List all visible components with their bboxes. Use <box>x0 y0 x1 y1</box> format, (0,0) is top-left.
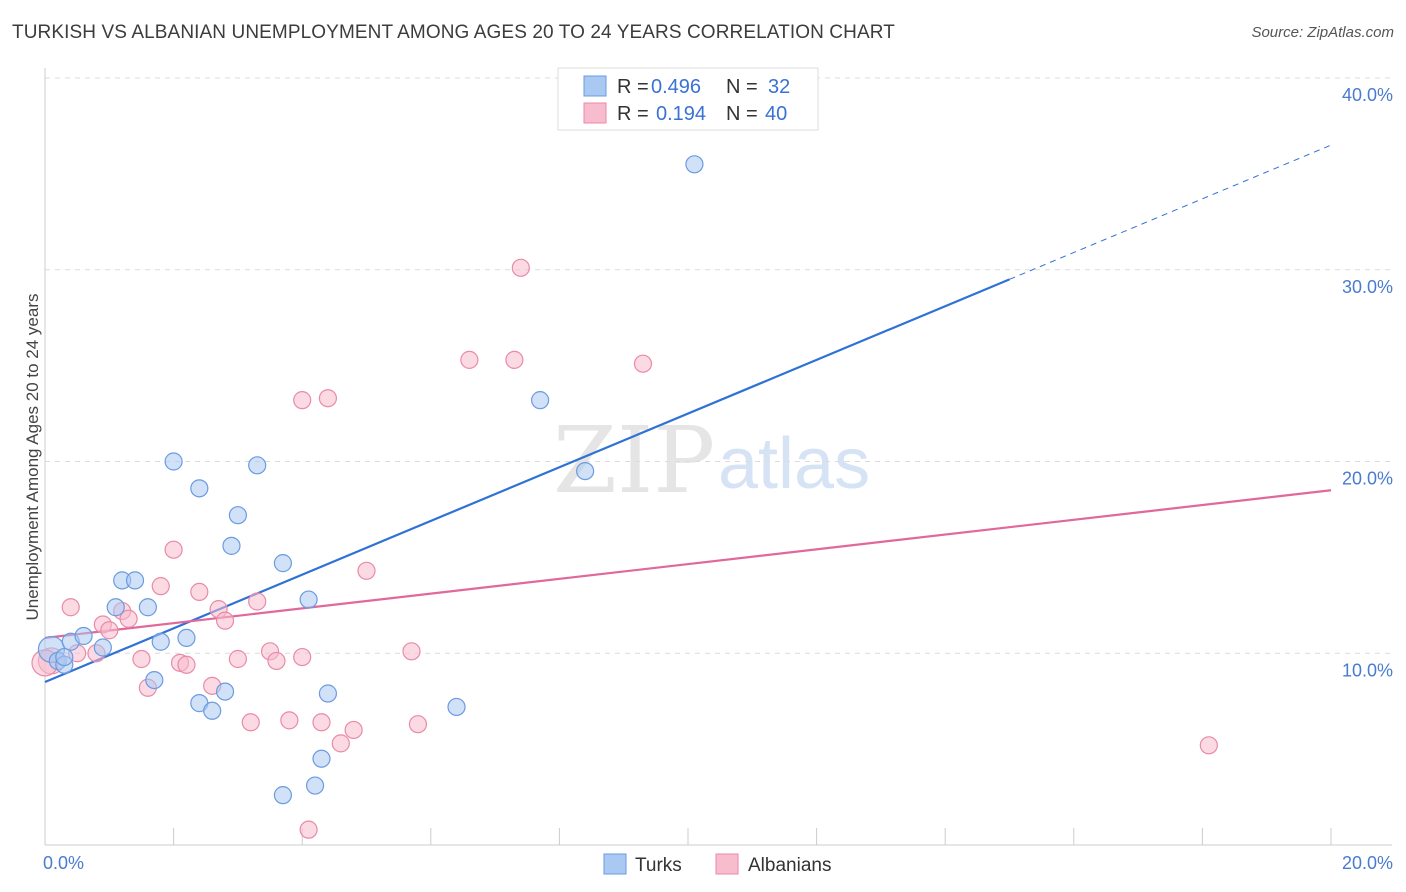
point-albanians-20 <box>248 592 267 611</box>
watermark-zip: ZIP <box>553 407 715 514</box>
legend-r-turks: 0.496 <box>651 76 701 98</box>
data-points <box>31 155 1218 839</box>
point-turks-30 <box>685 155 704 174</box>
point-albanians-17 <box>215 611 235 630</box>
point-turks-21 <box>273 786 293 805</box>
point-turks-31 <box>55 647 74 667</box>
point-albanians-5 <box>100 621 119 640</box>
point-albanians-29 <box>331 734 350 753</box>
point-turks-10 <box>145 670 164 690</box>
point-albanians-36 <box>511 258 530 277</box>
point-turks-14 <box>190 479 209 498</box>
point-albanians-22 <box>267 651 286 671</box>
bottom-legend-turks: Turks <box>635 855 682 876</box>
point-albanians-24 <box>293 391 312 410</box>
point-turks-4 <box>74 626 93 646</box>
bottom-legend-swatch-albanians <box>715 853 739 875</box>
x-tick-label-1: 20.0% <box>1342 853 1393 873</box>
bottom-legend-swatch-turks <box>603 853 627 875</box>
point-turks-12 <box>164 452 183 471</box>
y-axis-label: Unemployment Among Ages 20 to 24 years <box>23 294 42 621</box>
point-albanians-31 <box>357 561 376 580</box>
point-turks-16 <box>203 701 222 720</box>
point-albanians-33 <box>408 715 428 734</box>
point-albanians-18 <box>228 649 247 669</box>
bottom-legend-albanians: Albanians <box>748 855 831 876</box>
legend-r-albanians: 0.194 <box>656 103 706 125</box>
point-turks-11 <box>151 632 170 651</box>
point-turks-19 <box>228 506 247 525</box>
point-turks-13 <box>177 628 196 648</box>
point-albanians-23 <box>280 711 299 730</box>
trend-line-turks-extension <box>1009 144 1332 280</box>
point-albanians-8 <box>132 649 151 669</box>
point-albanians-38 <box>1199 736 1218 755</box>
legend-n-label-turks: N = <box>726 76 758 98</box>
point-albanians-34 <box>460 350 479 369</box>
grid <box>45 77 1392 654</box>
legend-n-turks: 32 <box>768 76 790 98</box>
legend-r-label-albanians: R = <box>617 103 649 125</box>
legend-n-albanians: 40 <box>765 103 787 125</box>
y-tick-label-2: 30.0% <box>1342 277 1393 297</box>
x-tick-label-0: 0.0% <box>43 853 84 873</box>
bottom-legend: Turks Albanians <box>603 853 831 876</box>
legend-r-label-turks: R = <box>617 76 649 98</box>
point-albanians-11 <box>164 540 183 559</box>
legend-swatch-albanians <box>583 102 607 124</box>
point-turks-23 <box>299 590 318 609</box>
point-albanians-35 <box>505 350 524 369</box>
point-turks-9 <box>138 598 157 617</box>
point-albanians-1 <box>61 598 80 617</box>
point-albanians-10 <box>151 577 170 596</box>
legend: R = 0.496 N = 32 R = 0.194 N = 40 <box>557 67 819 131</box>
trend-line-albanians <box>44 489 1332 640</box>
point-turks-24 <box>305 776 325 795</box>
point-turks-20 <box>248 456 267 475</box>
point-albanians-32 <box>402 642 421 661</box>
point-albanians-7 <box>119 609 138 628</box>
point-turks-8 <box>125 571 145 590</box>
y-tick-label-3: 40.0% <box>1342 85 1393 105</box>
point-turks-6 <box>106 598 125 617</box>
point-turks-28 <box>531 391 550 410</box>
axes <box>44 68 1392 846</box>
point-turks-27 <box>447 697 466 717</box>
point-albanians-25 <box>293 647 312 667</box>
point-turks-22 <box>273 554 293 573</box>
point-albanians-14 <box>190 582 209 601</box>
legend-n-label-albanians: N = <box>726 103 758 125</box>
source-label: Source: ZipAtlas.com <box>1251 24 1394 41</box>
point-albanians-37 <box>633 354 653 373</box>
point-albanians-26 <box>299 820 318 839</box>
tick-labels: 10.0% 20.0% 30.0% 40.0% 0.0% 20.0% <box>43 85 1393 873</box>
legend-swatch-turks <box>583 75 607 97</box>
point-albanians-27 <box>312 713 331 732</box>
y-tick-label-0: 10.0% <box>1342 660 1393 680</box>
watermark-atlas: atlas <box>718 424 870 504</box>
trend-line-turks <box>44 278 1010 684</box>
point-turks-5 <box>93 638 112 657</box>
chart-title: TURKISH VS ALBANIAN UNEMPLOYMENT AMONG A… <box>12 22 895 43</box>
point-turks-29 <box>576 461 595 481</box>
point-turks-25 <box>312 749 331 768</box>
point-albanians-28 <box>318 389 338 408</box>
point-turks-26 <box>318 684 338 703</box>
point-albanians-30 <box>344 720 363 740</box>
y-tick-label-1: 20.0% <box>1342 469 1393 489</box>
point-turks-18 <box>222 536 241 555</box>
trend-lines <box>44 144 1332 684</box>
point-turks-17 <box>215 682 235 701</box>
point-albanians-19 <box>241 713 260 732</box>
point-albanians-13 <box>177 655 196 674</box>
